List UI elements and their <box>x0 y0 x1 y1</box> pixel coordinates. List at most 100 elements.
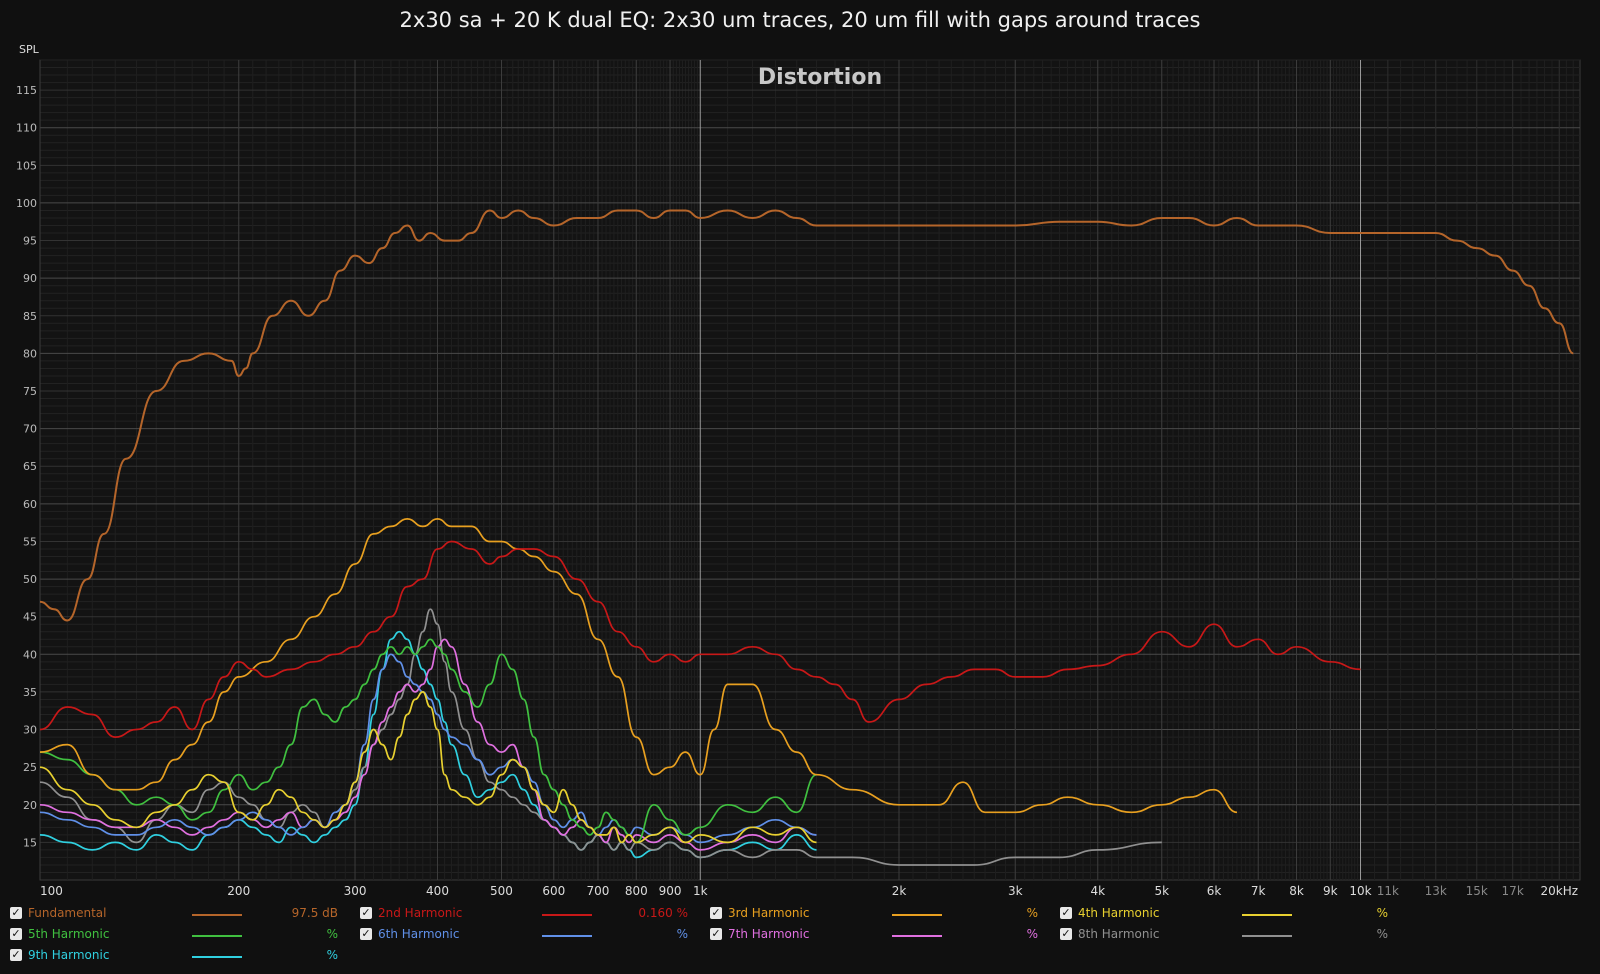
legend-swatch <box>192 935 242 937</box>
y-axis-label: SPL <box>19 43 40 56</box>
legend-label: 6th Harmonic <box>378 927 460 941</box>
checkbox-3rd-harmonic[interactable]: ✓ <box>710 906 722 919</box>
x-tick-label: 8k <box>1289 884 1304 898</box>
y-tick-label: 50 <box>23 573 37 586</box>
y-tick-label: 30 <box>23 724 37 737</box>
legend-value: % <box>1026 927 1038 941</box>
legend-label: 7th Harmonic <box>728 927 810 941</box>
legend-label: 3rd Harmonic <box>728 906 810 920</box>
x-tick-label: 13k <box>1425 884 1447 898</box>
x-tick-label: 6k <box>1207 884 1222 898</box>
x-tick-label: 1k <box>693 884 708 898</box>
y-tick-label: 115 <box>16 84 37 97</box>
legend-value: 97.5 dB <box>291 906 338 920</box>
x-tick-label: 200 <box>227 884 250 898</box>
x-tick-label: 3k <box>1008 884 1023 898</box>
y-tick-label: 95 <box>23 235 37 248</box>
y-tick-label: 20 <box>23 799 37 812</box>
x-tick-label: 900 <box>659 884 682 898</box>
y-tick-label: 55 <box>23 535 37 548</box>
legend-value: % <box>326 927 338 941</box>
checkbox-5th-harmonic[interactable]: ✓ <box>10 927 22 940</box>
legend-label: 2nd Harmonic <box>378 906 463 920</box>
legend-swatch <box>542 935 592 937</box>
y-tick-label: 45 <box>23 611 37 624</box>
x-tick-label: 100 <box>40 884 63 898</box>
checkbox-2nd-harmonic[interactable]: ✓ <box>360 906 372 919</box>
x-tick-label: 400 <box>426 884 449 898</box>
checkbox-4th-harmonic[interactable]: ✓ <box>1060 906 1072 919</box>
y-tick-label: 105 <box>16 159 37 172</box>
legend-label: 4th Harmonic <box>1078 906 1160 920</box>
y-tick-label: 70 <box>23 423 37 436</box>
series-line-2nd-harmonic <box>39 540 1361 738</box>
x-tick-label: 9k <box>1323 884 1338 898</box>
legend-item-5th-harmonic[interactable]: ✓ 5th Harmonic % <box>10 926 340 944</box>
x-tick-label: 15k <box>1466 884 1488 898</box>
checkbox-7th-harmonic[interactable]: ✓ <box>710 927 722 940</box>
legend-value: % <box>326 948 338 962</box>
x-tick-label: 20kHz <box>1540 884 1578 898</box>
legend-value: % <box>1026 906 1038 920</box>
legend-swatch <box>892 935 942 937</box>
x-tick-label: 800 <box>625 884 648 898</box>
axes: 15 20 25 30 35 40 45 50 55 60 65 70 75 80 85 90 95 100 105… <box>16 84 1578 898</box>
series-group <box>39 209 1574 866</box>
plot-area <box>39 59 1581 881</box>
grid <box>39 59 1580 880</box>
legend-value: 0.160 % <box>638 906 688 920</box>
legend-value: % <box>676 927 688 941</box>
series-line-3rd-harmonic <box>39 518 1238 814</box>
legend-item-9th-harmonic[interactable]: ✓ 9th Harmonic % <box>10 947 340 965</box>
y-tick-label: 75 <box>23 385 37 398</box>
legend-swatch <box>1242 914 1292 916</box>
checkbox-fundamental[interactable]: ✓ <box>10 906 22 919</box>
legend-value: % <box>1376 906 1388 920</box>
y-tick-label: 60 <box>23 498 37 511</box>
inner-title: Distortion <box>758 65 882 90</box>
y-tick-label: 90 <box>23 272 37 285</box>
y-tick-label: 100 <box>16 197 37 210</box>
legend-item-6th-harmonic[interactable]: ✓ 6th Harmonic % <box>360 926 690 944</box>
legend-item-3rd-harmonic[interactable]: ✓ 3rd Harmonic % <box>710 905 1040 923</box>
legend-label: 8th Harmonic <box>1078 927 1160 941</box>
x-tick-label: 500 <box>490 884 513 898</box>
x-tick-label: 300 <box>344 884 367 898</box>
legend-swatch <box>192 914 242 916</box>
legend-swatch <box>542 914 592 916</box>
x-tick-label: 700 <box>587 884 610 898</box>
legend-swatch <box>1242 935 1292 937</box>
legend-item-8th-harmonic[interactable]: ✓ 8th Harmonic % <box>1060 926 1390 944</box>
checkbox-6th-harmonic[interactable]: ✓ <box>360 927 372 940</box>
checkbox-8th-harmonic[interactable]: ✓ <box>1060 927 1072 940</box>
y-tick-label: 110 <box>16 122 37 135</box>
chart-title: 2x30 sa + 20 K dual EQ: 2x30 um traces, … <box>399 8 1201 32</box>
x-tick-label: 11k <box>1377 884 1399 898</box>
x-tick-label: 10k <box>1349 884 1371 898</box>
distortion-chart: 15 20 25 30 35 40 45 50 55 60 65 70 75 80 85 90 95 100 105… <box>16 43 1581 898</box>
y-tick-label: 80 <box>23 347 37 360</box>
legend-item-7th-harmonic[interactable]: ✓ 7th Harmonic % <box>710 926 1040 944</box>
legend-item-4th-harmonic[interactable]: ✓ 4th Harmonic % <box>1060 905 1390 923</box>
x-tick-label: 2k <box>892 884 907 898</box>
y-tick-label: 40 <box>23 648 37 661</box>
y-tick-label: 25 <box>23 761 37 774</box>
x-tick-label: 4k <box>1090 884 1105 898</box>
checkbox-9th-harmonic[interactable]: ✓ <box>10 948 22 961</box>
x-tick-label: 600 <box>542 884 565 898</box>
legend-label: 9th Harmonic <box>28 948 110 962</box>
y-tick-label: 15 <box>23 836 37 849</box>
legend-value: % <box>1376 927 1388 941</box>
y-tick-label: 35 <box>23 686 37 699</box>
legend-item-fundamental[interactable]: ✓ Fundamental 97.5 dB <box>10 905 340 923</box>
legend-label: 5th Harmonic <box>28 927 110 941</box>
x-tick-label: 17k <box>1502 884 1524 898</box>
series-line-4th-harmonic <box>39 691 817 844</box>
legend-label: Fundamental <box>28 906 107 920</box>
legend: ✓ Fundamental 97.5 dB ✓ 2nd Harmonic 0.1… <box>0 905 1600 974</box>
legend-item-2nd-harmonic[interactable]: ✓ 2nd Harmonic 0.160 % <box>360 905 690 923</box>
x-tick-label: 7k <box>1251 884 1266 898</box>
x-tick-label: 5k <box>1154 884 1169 898</box>
y-tick-label: 85 <box>23 310 37 323</box>
y-tick-label: 65 <box>23 460 37 473</box>
